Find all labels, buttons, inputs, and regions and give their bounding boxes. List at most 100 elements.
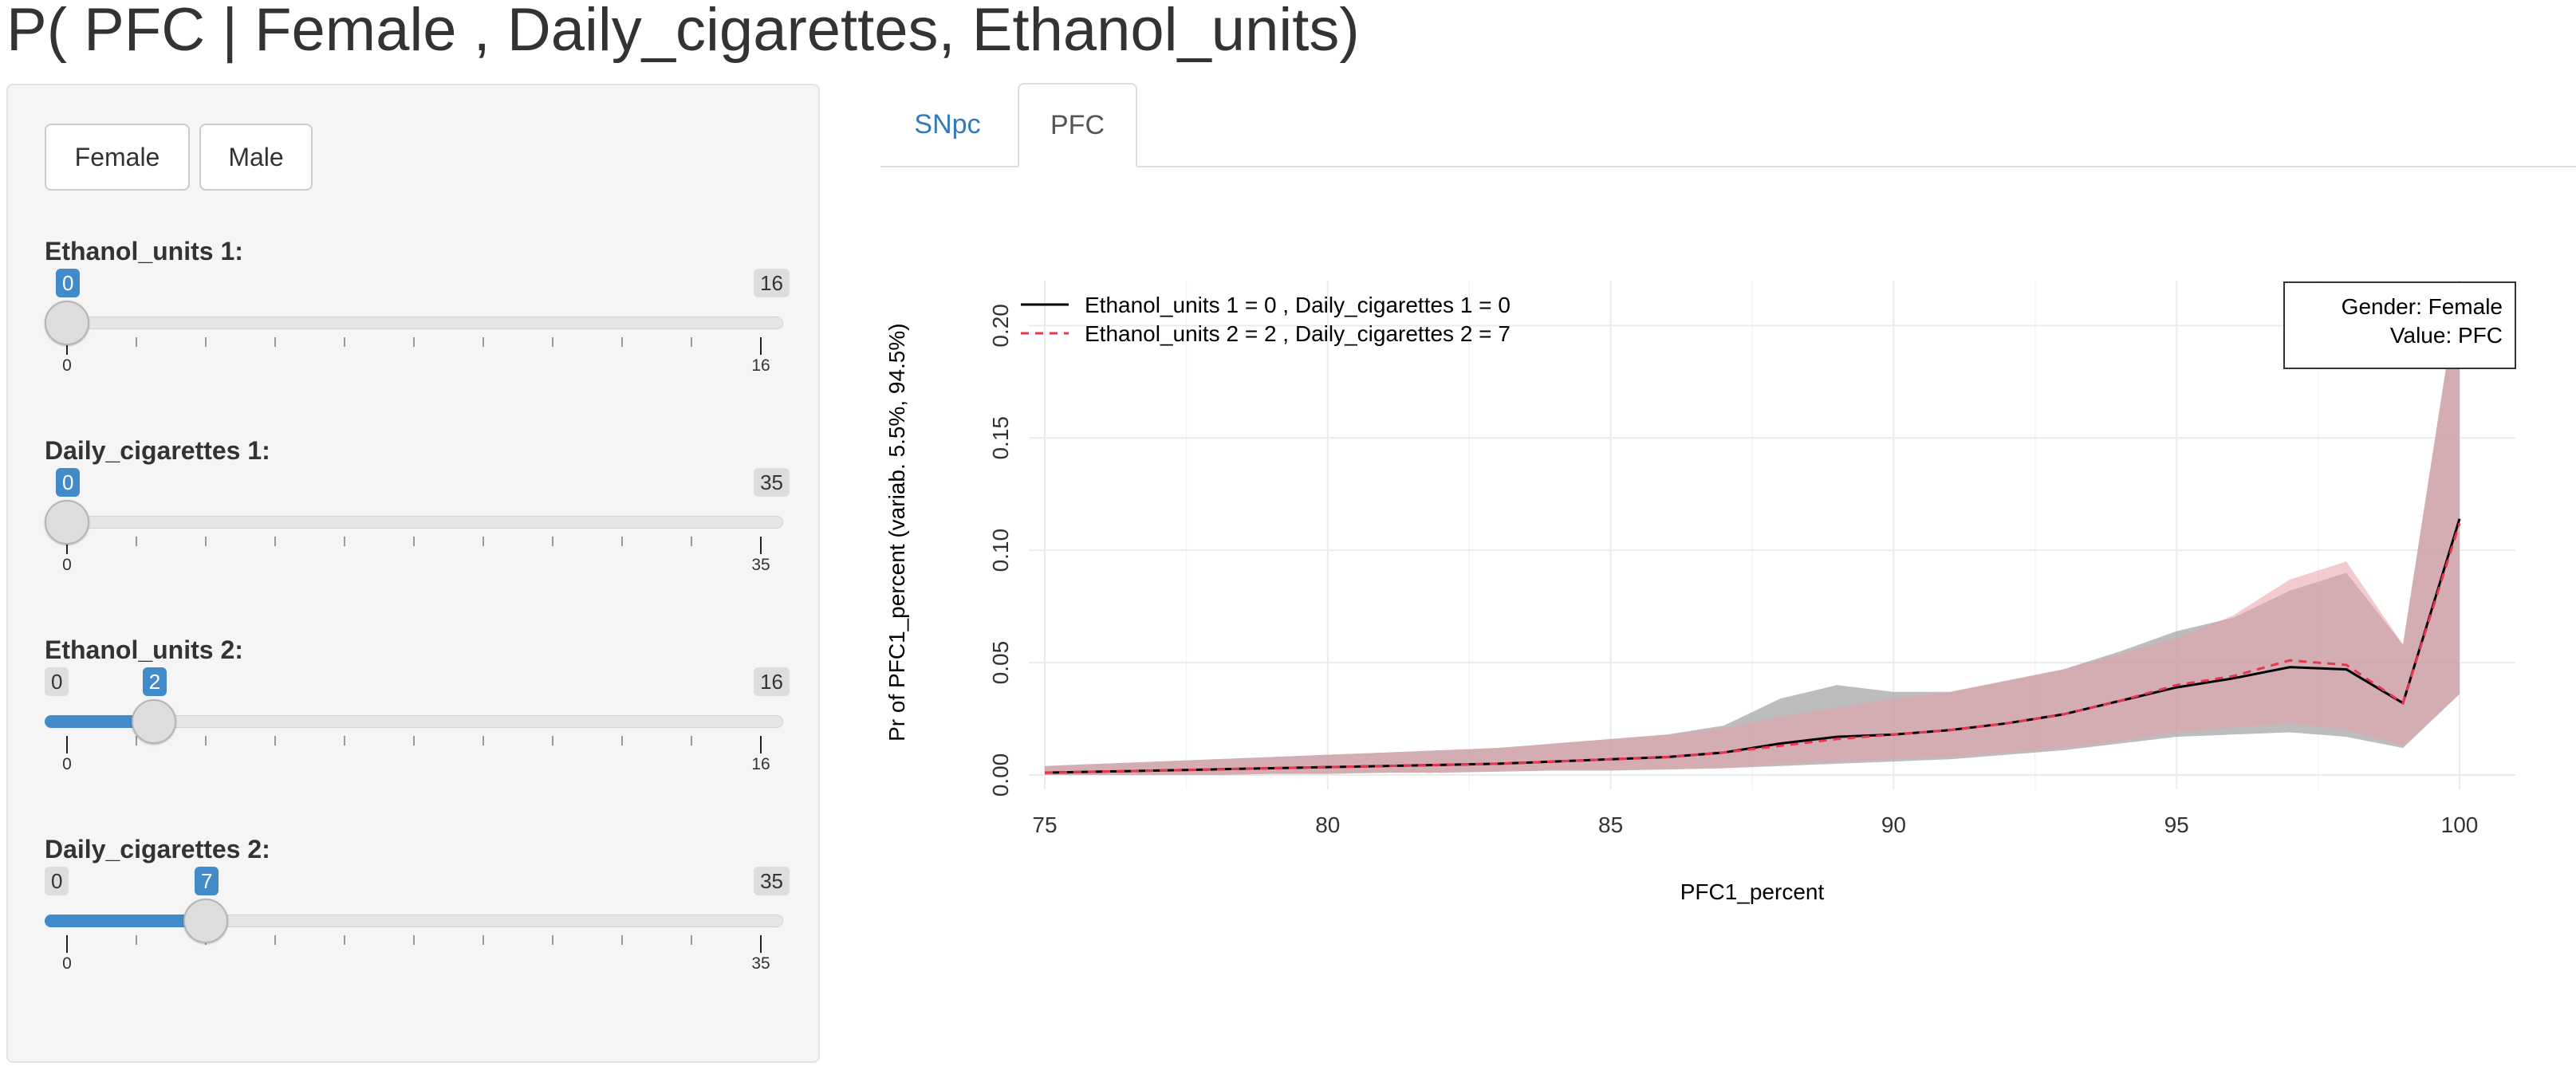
slider-daily-cigarettes-2: Daily_cigarettes 2: 0 35 0 35 7 — [45, 835, 790, 1010]
slider-handle[interactable] — [183, 899, 228, 943]
info-box-line: Value: PFC — [2390, 323, 2503, 348]
y-tick-label: 0.10 — [988, 529, 1013, 572]
slider-min-tick-label: 0 — [62, 356, 72, 375]
slider-value-bubble: 0 — [56, 269, 81, 297]
slider-ticks — [45, 337, 783, 356]
slider-tick — [760, 537, 762, 554]
slider-tick — [136, 337, 137, 347]
slider-min-tick-label: 0 — [62, 755, 72, 773]
slider-ethanol-units-1: Ethanol_units 1: 0 16 16 0 — [45, 237, 790, 412]
slider-min-tick-label: 0 — [62, 556, 72, 574]
slider-tick — [621, 736, 623, 745]
x-tick-label: 85 — [1598, 812, 1623, 837]
sidebar-panel: Female Male Ethanol_units 1: 0 16 16 0 Dail… — [6, 84, 820, 1063]
y-tick-label: 0.15 — [988, 416, 1013, 460]
slider-tick — [274, 736, 276, 745]
slider-tick — [205, 337, 207, 347]
x-tick-label: 75 — [1032, 812, 1057, 837]
slider-tick — [66, 736, 68, 753]
slider-max-bubble: 35 — [754, 468, 790, 497]
slider-tick — [483, 537, 484, 546]
x-tick-label: 90 — [1881, 812, 1906, 837]
slider-handle[interactable] — [45, 301, 89, 345]
legend-label-series-1: Ethanol_units 1 = 0 , Daily_cigarettes 1… — [1085, 293, 1511, 317]
slider-label: Daily_cigarettes 1: — [45, 436, 270, 465]
slider-tick — [552, 537, 553, 546]
slider-max-tick-label: 35 — [751, 556, 770, 574]
slider-value-bubble: 0 — [56, 468, 81, 497]
slider-tick — [136, 935, 137, 945]
slider-tick — [205, 736, 207, 745]
female-button[interactable]: Female — [45, 124, 190, 191]
slider-max-bubble: 16 — [754, 667, 790, 696]
x-tick-label: 100 — [2441, 812, 2479, 837]
slider-tick — [205, 537, 207, 546]
slider-ticks — [45, 935, 783, 954]
slider-label: Ethanol_units 1: — [45, 237, 243, 266]
slider-tick — [760, 935, 762, 953]
y-tick-label: 0.20 — [988, 304, 1013, 348]
slider-tick — [552, 337, 553, 347]
info-box-line: Gender: Female — [2342, 294, 2503, 319]
slider-tick — [344, 935, 345, 945]
slider-tick — [413, 537, 415, 546]
slider-tick — [344, 337, 345, 347]
slider-tick — [552, 736, 553, 745]
slider-handle[interactable] — [131, 699, 176, 744]
tab-pfc[interactable]: PFC — [1018, 83, 1137, 167]
y-axis-label: Pr of PFC1_percent (variab. 5.5%, 94.5%) — [884, 323, 909, 741]
slider-daily-cigarettes-1: Daily_cigarettes 1: 0 35 35 0 — [45, 436, 790, 612]
slider-max-tick-label: 16 — [751, 356, 770, 375]
slider-track[interactable] — [45, 516, 783, 529]
tab-snpc[interactable]: SNpc — [914, 108, 981, 140]
slider-tick — [483, 736, 484, 745]
y-tick-label: 0.00 — [988, 753, 1013, 797]
slider-tick — [691, 537, 692, 546]
probability-chart: 75 80 85 90 95 100 0.00 0.05 0.10 0.15 0.20 PFC1_pe… — [884, 281, 2516, 904]
slider-label: Ethanol_units 2: — [45, 635, 243, 664]
slider-value-bubble: 2 — [142, 667, 167, 696]
slider-tick — [136, 537, 137, 546]
x-axis-label: PFC1_percent — [1680, 879, 1825, 904]
tab-bar: SNpc PFC — [880, 83, 2576, 167]
slider-tick — [344, 537, 345, 546]
slider-tick — [66, 537, 68, 554]
slider-tick — [691, 935, 692, 945]
slider-tick — [136, 736, 137, 745]
slider-tick — [66, 935, 68, 953]
slider-max-tick-label: 16 — [751, 755, 770, 773]
y-tick-label: 0.05 — [988, 641, 1013, 685]
slider-min-bubble: 0 — [45, 867, 69, 895]
slider-fill — [45, 915, 206, 927]
slider-min-bubble: 0 — [45, 667, 69, 696]
slider-max-bubble: 16 — [754, 269, 790, 297]
slider-tick — [413, 337, 415, 347]
slider-max-tick-label: 35 — [751, 954, 770, 973]
slider-tick — [344, 736, 345, 745]
slider-max-bubble: 35 — [754, 867, 790, 895]
slider-label: Daily_cigarettes 2: — [45, 835, 270, 863]
slider-tick — [483, 935, 484, 945]
slider-handle[interactable] — [45, 500, 89, 545]
slider-track[interactable] — [45, 317, 783, 329]
slider-tick — [274, 935, 276, 945]
slider-ticks — [45, 537, 783, 556]
slider-tick — [413, 935, 415, 945]
page-title: P( PFC | Female , Daily_cigarettes, Etha… — [6, 0, 1360, 64]
x-tick-label: 95 — [2164, 812, 2189, 837]
slider-tick — [760, 337, 762, 355]
slider-value-bubble: 7 — [195, 867, 219, 895]
slider-ticks — [45, 736, 783, 755]
slider-tick — [483, 337, 484, 347]
ci-band-series-2 — [1045, 281, 2460, 775]
slider-tick — [552, 935, 553, 945]
slider-tick — [691, 337, 692, 347]
male-button[interactable]: Male — [199, 124, 313, 191]
slider-tick — [621, 537, 623, 546]
line-series-2 — [1044, 522, 2461, 774]
slider-tick — [274, 537, 276, 546]
slider-tick — [274, 337, 276, 347]
slider-tick — [621, 935, 623, 945]
slider-tick — [413, 736, 415, 745]
x-tick-label: 80 — [1315, 812, 1340, 837]
